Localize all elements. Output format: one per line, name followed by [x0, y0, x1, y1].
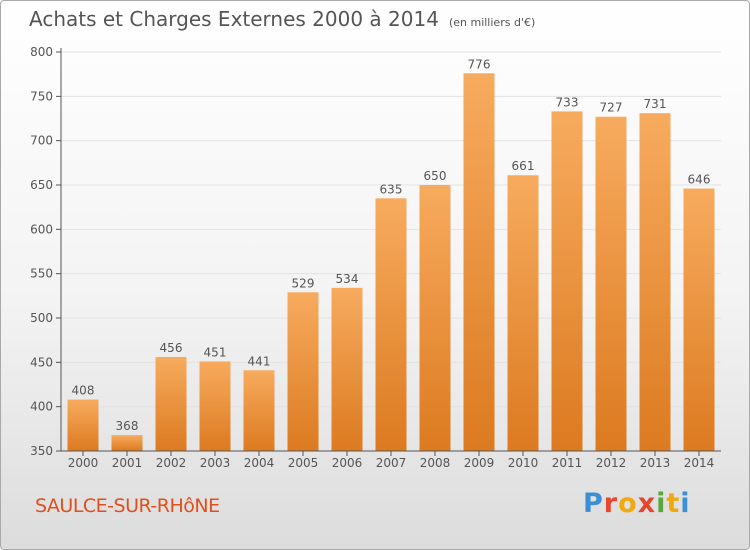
- x-tick-label: 2009: [464, 456, 495, 470]
- x-tick-label: 2010: [508, 456, 539, 470]
- bar-value-label: 534: [336, 272, 359, 286]
- y-tick-label: 650: [30, 178, 53, 192]
- x-tick-label: 2005: [288, 456, 319, 470]
- x-tick-label: 2013: [640, 456, 671, 470]
- bar: [551, 111, 583, 451]
- y-tick-label: 750: [30, 89, 53, 103]
- y-tick-label: 400: [30, 400, 53, 414]
- bar-value-label: 368: [116, 419, 139, 433]
- bar-value-label: 727: [600, 101, 623, 115]
- y-tick-label: 700: [30, 134, 53, 148]
- bar: [155, 357, 187, 451]
- bar-value-label: 451: [204, 345, 227, 359]
- y-tick-label: 350: [30, 444, 53, 458]
- axes: 350 400 450 500 550 600 650 700 750 800 2000 2001 20…: [30, 45, 721, 470]
- bar: [639, 113, 671, 452]
- y-tick-label: 600: [30, 222, 53, 236]
- x-tick-label: 2006: [332, 456, 363, 470]
- bar-value-label: 733: [556, 95, 579, 109]
- bar: [67, 399, 99, 451]
- bar-value-label: 646: [688, 173, 711, 187]
- bar: [595, 116, 627, 451]
- chart-title-text: Achats et Charges Externes 2000 à 2014: [29, 7, 439, 31]
- x-tick-label: 2002: [156, 456, 187, 470]
- y-tick-label: 500: [30, 311, 53, 325]
- bar-value-label: 731: [644, 97, 667, 111]
- x-tick-label: 2012: [596, 456, 627, 470]
- bar-value-label: 441: [248, 354, 271, 368]
- y-tick-label: 550: [30, 267, 53, 281]
- bar: [375, 198, 407, 451]
- bar: [683, 188, 715, 451]
- commune-name: SAULCE-SUR-RHôNE: [35, 495, 220, 517]
- bar: [243, 370, 275, 451]
- bar: [507, 175, 539, 451]
- bar-value-label: 661: [512, 159, 535, 173]
- y-tick-label: 450: [30, 355, 53, 369]
- chart-unit: (en milliers d'€): [448, 16, 536, 29]
- x-tick-label: 2003: [200, 456, 231, 470]
- x-tick-label: 2007: [376, 456, 407, 470]
- bar: [463, 73, 495, 451]
- x-tick-label: 2004: [244, 456, 275, 470]
- x-tick-label: 2008: [420, 456, 451, 470]
- bar-value-label: 529: [292, 276, 315, 290]
- x-tick-label: 2011: [552, 456, 583, 470]
- bar-value-label: 635: [380, 182, 403, 196]
- proxiti-logo[interactable]: Proxiti: [583, 488, 691, 519]
- bar-value-label: 776: [468, 57, 491, 71]
- bar-value-label: 650: [424, 169, 447, 183]
- y-tick-label: 800: [30, 45, 53, 59]
- bar: [199, 361, 231, 451]
- bar: [331, 287, 363, 451]
- x-tick-label: 2001: [112, 456, 143, 470]
- bar: [419, 185, 451, 451]
- bar-value-label: 456: [160, 341, 183, 355]
- x-tick-label: 2000: [68, 456, 99, 470]
- chart-title: Achats et Charges Externes 2000 à 2014 (e…: [29, 7, 535, 31]
- bar-value-label: 408: [72, 384, 95, 398]
- bar: [111, 435, 143, 451]
- x-tick-label: 2014: [684, 456, 715, 470]
- bars: 408 368 456 451 441 529 534 635 650 776 661 733 727 7…: [67, 57, 715, 452]
- bar: [287, 292, 319, 451]
